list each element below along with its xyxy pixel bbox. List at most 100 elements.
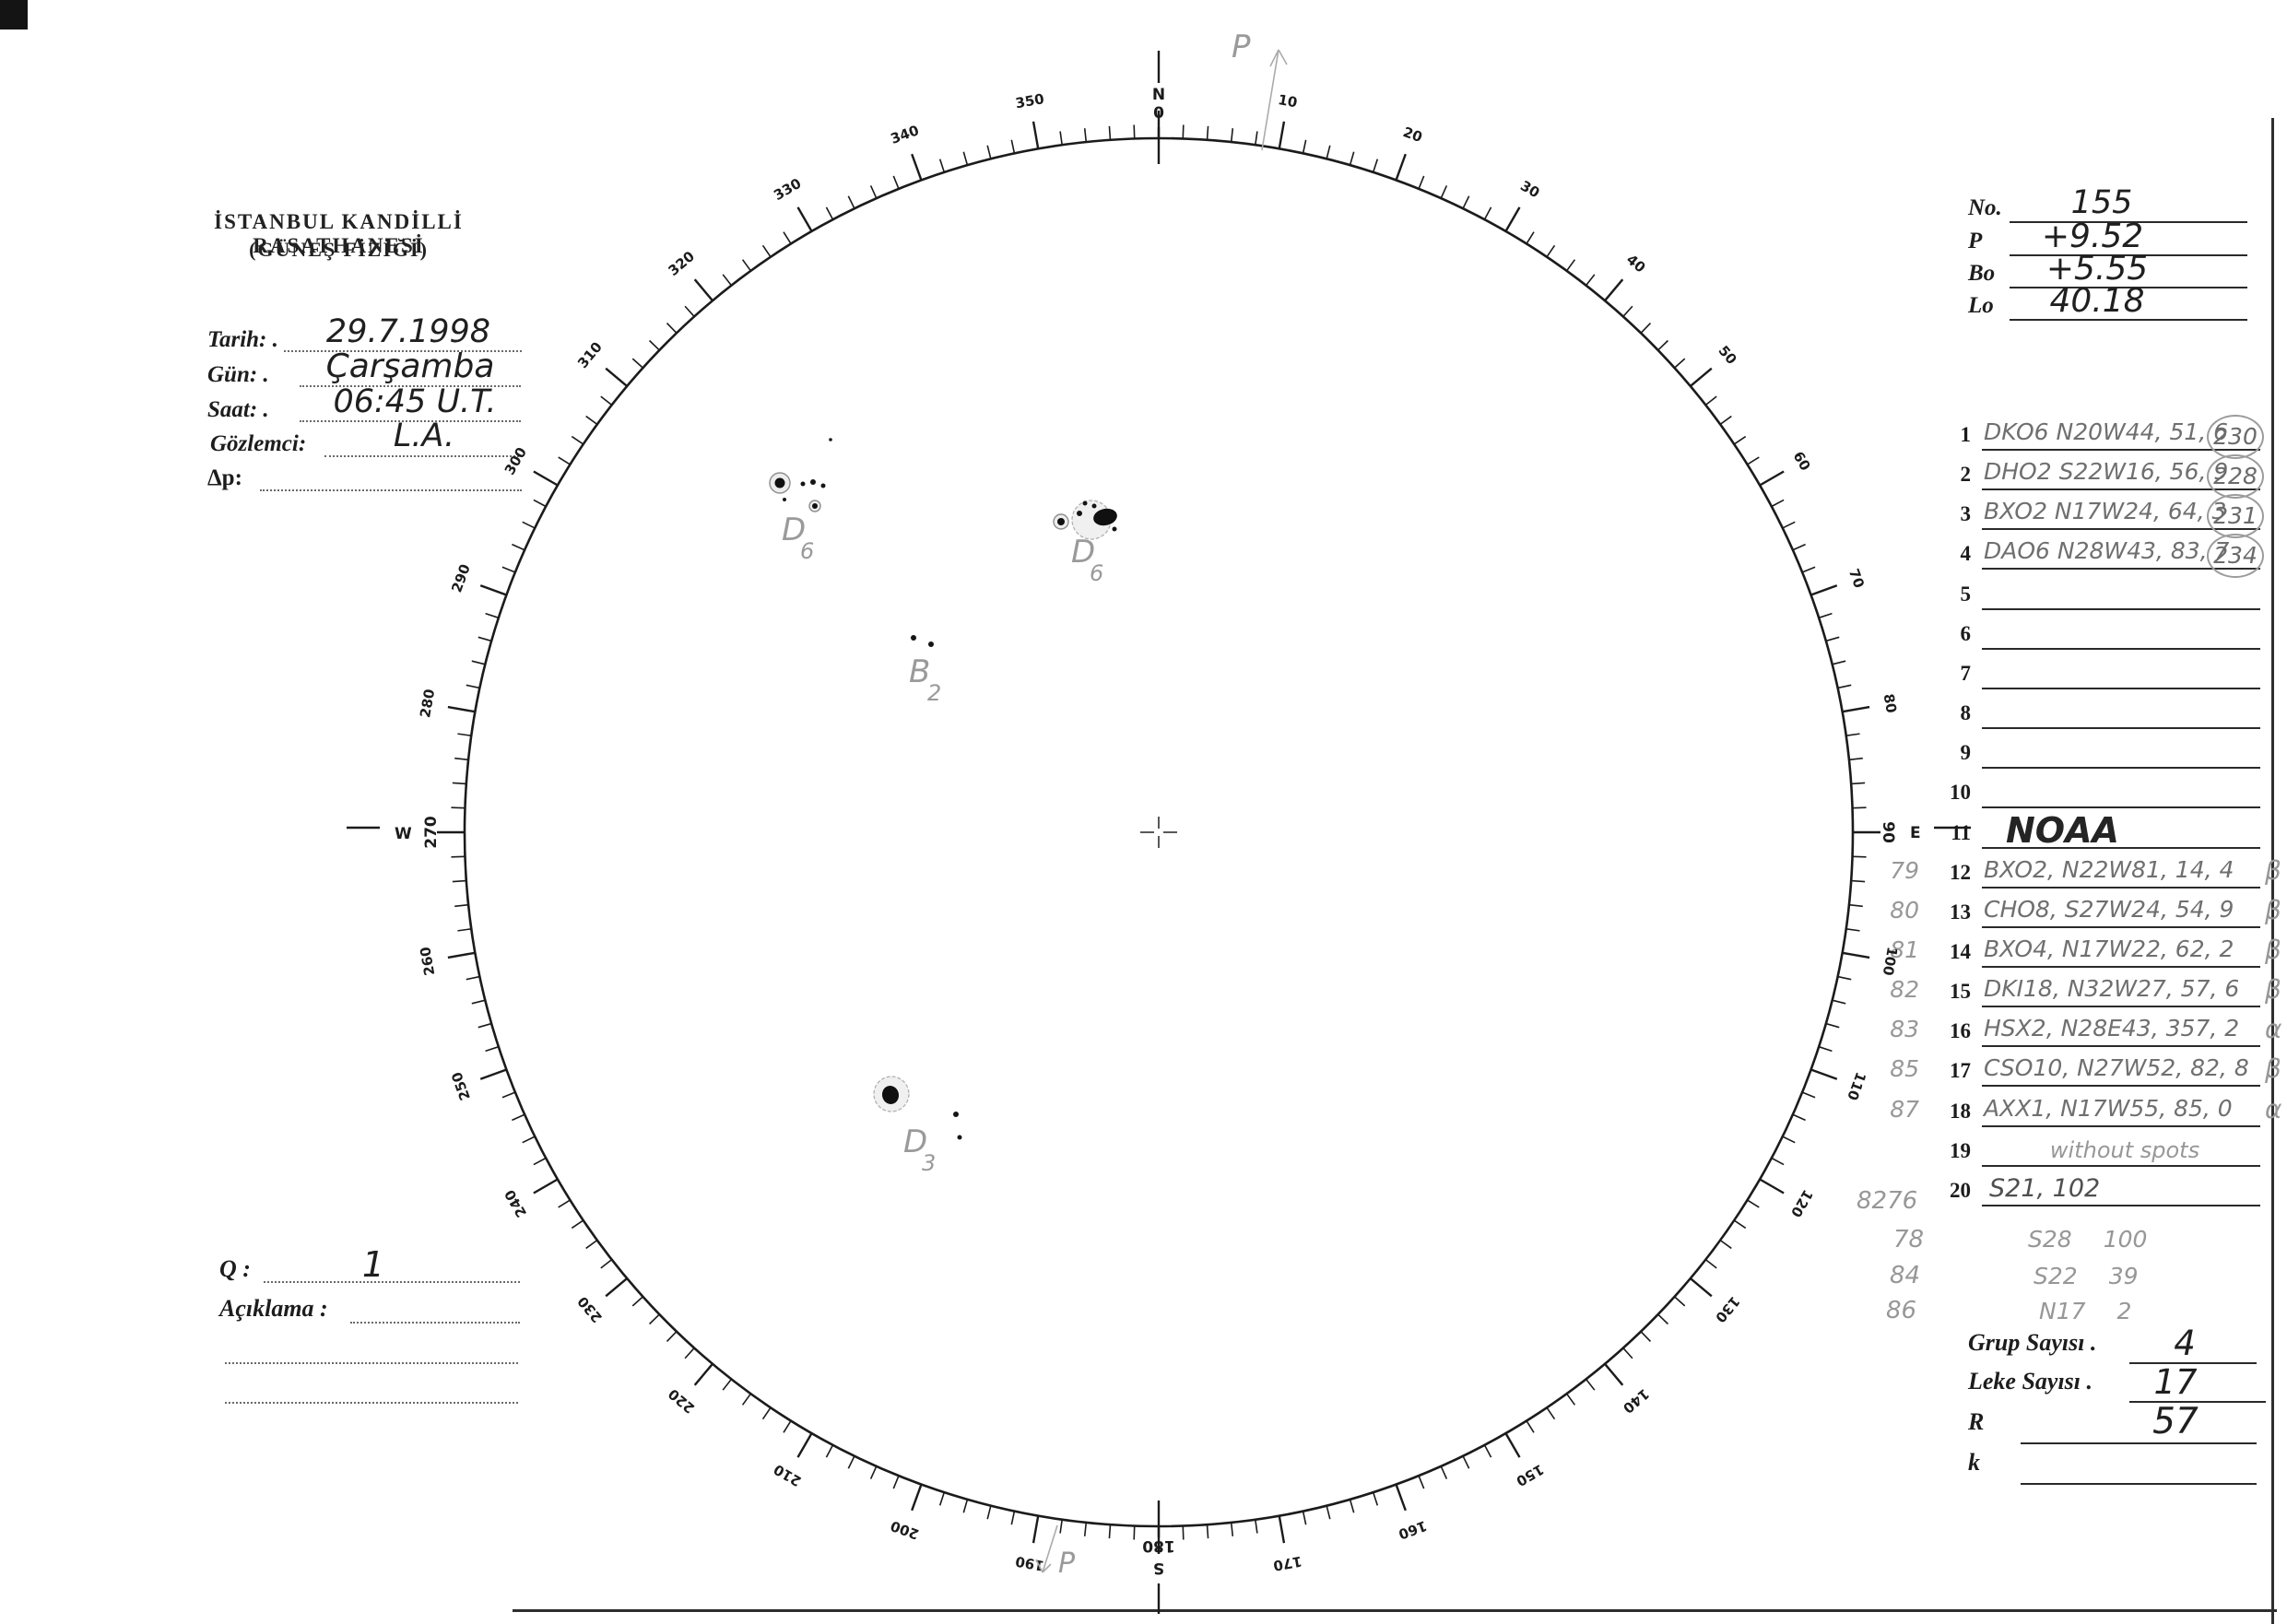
- noaa-number-prefix: 85: [1890, 1055, 1919, 1083]
- region-row-number: 14: [1950, 939, 1971, 963]
- dial-tick: [825, 1444, 834, 1458]
- k-label: k: [1968, 1449, 1980, 1476]
- dial-tick: [452, 879, 466, 883]
- dial-tick: [1255, 1519, 1258, 1534]
- dial-tick: [1704, 1258, 1717, 1269]
- sunspot-pore: [810, 479, 816, 485]
- region-row-number: 7: [1960, 661, 1972, 685]
- kandilli-group-number-value: 234: [2213, 542, 2258, 570]
- kandilli-group-number: 234: [2207, 534, 2264, 579]
- dial-tick: [741, 1393, 752, 1406]
- degree-label: 140: [1620, 1385, 1653, 1417]
- dial-tick: [1604, 1363, 1624, 1386]
- region-row-line: [1982, 925, 2260, 928]
- region-row-number: 9: [1960, 741, 1972, 765]
- magnetic-class-letter: β: [2265, 854, 2281, 886]
- p-line: [2010, 254, 2247, 256]
- degree-label: 130: [1712, 1293, 1743, 1326]
- aciklama-line: [350, 1322, 520, 1324]
- dial-tick: [479, 1068, 507, 1080]
- sunspot-group-label-count: 3: [922, 1150, 936, 1176]
- noaa-number-prefix: 82: [1890, 976, 1919, 1004]
- region-row-number: 2: [1960, 463, 1972, 487]
- dial-tick: [533, 470, 559, 487]
- degree-label: 290: [448, 562, 474, 595]
- degree-label-zero: 0: [1153, 104, 1164, 123]
- dial-tick: [1395, 153, 1407, 181]
- dial-tick: [1278, 1515, 1286, 1544]
- dial-tick: [1440, 1465, 1448, 1479]
- dial-tick: [571, 435, 584, 445]
- region-row-line: [1982, 1164, 2260, 1167]
- degree-label: 210: [771, 1461, 804, 1489]
- dial-tick: [869, 185, 878, 199]
- region-row-number: 6: [1960, 621, 1972, 645]
- degree-label: 310: [574, 338, 606, 371]
- no-value: 155: [2070, 184, 2133, 221]
- degree-label: 230: [574, 1293, 606, 1326]
- kandilli-group-number: 230: [2207, 415, 2264, 459]
- saat-label: Saat: .: [207, 397, 269, 422]
- region-row-entry: S21, 102: [1989, 1173, 2101, 1203]
- gozlemci-label: Gözlemci:: [210, 431, 307, 456]
- lo-value: 40.18: [2049, 282, 2145, 320]
- dial-tick: [585, 1239, 598, 1250]
- dial-tick: [1133, 124, 1136, 139]
- noaa-number-prefix: 80: [1890, 896, 1919, 924]
- dial-tick: [1848, 903, 1863, 908]
- note-position: S22: [2034, 1263, 2078, 1289]
- region-row-entry: BXO2, N22W81, 14, 4: [1984, 855, 2234, 883]
- dial-tick: [1395, 1484, 1407, 1512]
- sunspot-pore: [953, 1112, 959, 1117]
- dial-tick: [962, 1499, 969, 1513]
- dial-tick: [1349, 1499, 1355, 1513]
- bo-label: Bo: [1968, 261, 1996, 286]
- scan-corner-mark: [0, 0, 28, 29]
- sunspot-umbra: [1057, 518, 1065, 525]
- degree-label: 330: [771, 175, 804, 204]
- dial-tick: [911, 1484, 923, 1512]
- region-row-number: 5: [1960, 582, 1972, 606]
- magnetic-class-letter: α: [2265, 1014, 2282, 1045]
- dial-tick: [1851, 879, 1866, 883]
- dial-tick: [447, 705, 476, 713]
- degree-label: 110: [1844, 1070, 1869, 1103]
- dial-tick: [512, 1113, 525, 1122]
- dial-tick: [1837, 684, 1852, 689]
- p-axis-arrow-north: [1261, 49, 1279, 151]
- region-row-line: [1982, 1085, 2260, 1088]
- dial-tick: [892, 175, 900, 190]
- r-line: [2021, 1442, 2257, 1444]
- margin-noaa-number: 86: [1886, 1297, 1917, 1324]
- degree-label: 250: [448, 1070, 474, 1103]
- region-row-number: 1: [1960, 423, 1972, 446]
- dp-label: Δp:: [207, 465, 242, 490]
- region-row-note: without spots: [2049, 1136, 2200, 1163]
- sunspot-group-label: B: [909, 653, 930, 690]
- gun-value: Çarşamba: [325, 347, 495, 385]
- sunspot-pore: [783, 498, 786, 501]
- tarih-label: Tarih: .: [207, 327, 278, 352]
- degree-label: 280: [417, 688, 438, 719]
- sunspot-pore: [957, 1135, 962, 1140]
- leke-line: [2129, 1401, 2266, 1403]
- dial-tick: [1640, 1331, 1652, 1343]
- dial-tick: [1133, 1525, 1136, 1540]
- dial-tick: [1733, 1219, 1747, 1230]
- sunspot-pore: [1091, 503, 1097, 509]
- dial-tick: [1657, 339, 1669, 351]
- dial-tick: [1622, 1347, 1633, 1359]
- sunspot-pore: [1112, 526, 1117, 532]
- dial-tick: [1059, 1519, 1063, 1534]
- dial-tick: [761, 244, 772, 258]
- dial-tick: [684, 305, 695, 317]
- saat-line: [300, 420, 521, 422]
- dial-tick: [1504, 1432, 1521, 1458]
- dial-tick: [1852, 855, 1867, 858]
- dial-tick: [1083, 128, 1088, 143]
- p-axis-arrowhead: [1269, 49, 1288, 67]
- region-row-number: 8: [1960, 701, 1972, 725]
- note-position: S28: [2028, 1226, 2072, 1253]
- region-row-entry: DKO6 N20W44, 51, 6: [1984, 418, 2229, 445]
